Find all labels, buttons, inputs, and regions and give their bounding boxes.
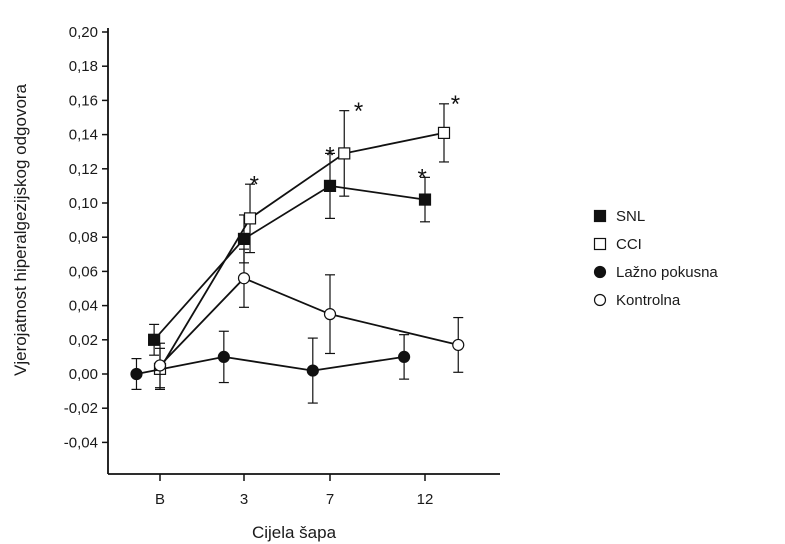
- legend-label: SNL: [616, 208, 645, 225]
- significance-star: *: [451, 91, 460, 118]
- data-point: [338, 147, 351, 160]
- series-cci: [153, 103, 451, 390]
- legend-label: Lažno pokusna: [616, 264, 718, 281]
- y-tick-label: 0,16: [69, 92, 98, 109]
- legend-marker: [593, 293, 607, 307]
- data-point: [306, 364, 319, 377]
- legend: SNL CCI Lažno pokusna Kontrolna: [593, 208, 718, 309]
- y-tick-label: 0,02: [69, 332, 98, 349]
- significance-star: *: [417, 165, 426, 192]
- annotation-layer: * * * * *: [250, 91, 460, 198]
- y-tick-label: 0,10: [69, 195, 98, 212]
- y-tick-label: 0,20: [69, 24, 98, 41]
- series-snl: [148, 152, 432, 356]
- significance-star: *: [325, 142, 334, 169]
- data-point: [323, 308, 337, 321]
- data-point: [237, 272, 251, 285]
- series-la-no-pokusna: [130, 330, 411, 404]
- y-tick-label: 0,00: [69, 366, 98, 383]
- data-point: [452, 338, 465, 352]
- y-tick-label: -0,02: [64, 400, 98, 417]
- data-point: [217, 350, 230, 363]
- significance-star: *: [354, 98, 363, 125]
- significance-star: *: [250, 171, 259, 198]
- series-line: [159, 132, 445, 370]
- x-tick-label: 7: [326, 491, 334, 508]
- x-tick-label: B: [155, 491, 165, 508]
- data-point: [323, 179, 337, 192]
- x-axis-title: Cijela šapa: [252, 523, 337, 542]
- y-tick-label: 0,18: [69, 58, 98, 75]
- y-tick-label: 0,14: [69, 127, 98, 144]
- data-point: [398, 350, 411, 363]
- y-tick-label: 0,12: [69, 161, 98, 178]
- data-point: [148, 333, 161, 346]
- data-point: [130, 367, 143, 381]
- x-tick-label: 3: [240, 491, 248, 508]
- y-tick-label: 0,08: [69, 229, 98, 246]
- y-tick-label: 0,06: [69, 263, 98, 280]
- legend-marker: [593, 265, 607, 279]
- legend-label: Kontrolna: [616, 292, 681, 309]
- y-axis-title: Vjerojatnost hiperalgezijskog odgovora: [11, 83, 30, 376]
- data-point: [153, 359, 167, 372]
- series-layer: [130, 103, 465, 404]
- y-tick-label: -0,04: [64, 434, 98, 451]
- y-tick-label: 0,04: [69, 298, 98, 315]
- legend-marker: [593, 209, 607, 223]
- series-line: [159, 277, 459, 367]
- data-point: [437, 126, 451, 139]
- legend-marker: [593, 237, 607, 251]
- legend-label: CCI: [616, 236, 642, 253]
- data-point: [243, 212, 257, 225]
- axes: -0,04 -0,02 0,00 0,02 0,04 0,06 0,08 0,10 0,12 0,…: [11, 24, 500, 542]
- series-kontrolna: [153, 248, 465, 389]
- series-line: [153, 184, 426, 341]
- x-tick-label: 12: [417, 491, 434, 508]
- series-line: [136, 355, 405, 375]
- data-point: [418, 193, 432, 206]
